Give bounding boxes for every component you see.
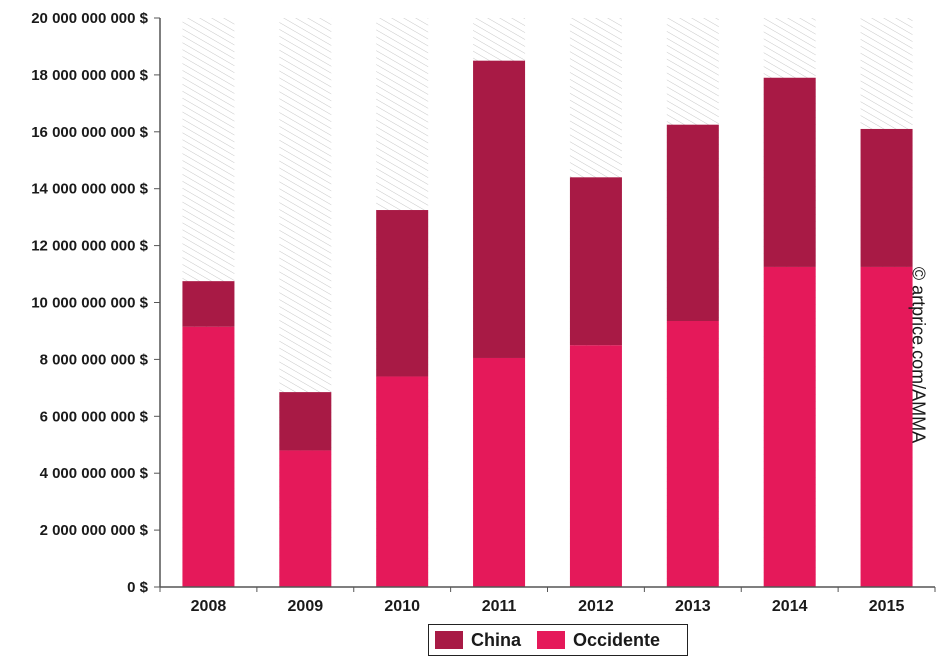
y-tick-label: 10 000 000 000 $ <box>31 295 148 312</box>
legend-label-china: China <box>471 629 522 650</box>
bar-occidente-2009 <box>279 450 332 587</box>
credit-text: © artprice.com/AMMA <box>908 266 929 444</box>
y-tick-label: 8 000 000 000 $ <box>40 351 149 368</box>
legend-item-china: China <box>435 630 521 651</box>
bar-china-2011 <box>473 60 526 358</box>
y-tick-label: 6 000 000 000 $ <box>40 408 149 425</box>
bar-china-2010 <box>376 210 429 377</box>
bar-china-2012 <box>569 177 622 346</box>
legend-swatch-occidente <box>537 631 566 649</box>
bar-china-2009 <box>279 392 332 451</box>
legend-item-occidente: Occidente <box>537 630 660 651</box>
y-tick-label: 18 000 000 000 $ <box>31 67 148 84</box>
legend-swatch-china <box>435 631 463 649</box>
x-tick-label-2009: 2009 <box>288 598 324 615</box>
bar-occidente-2010 <box>376 376 429 587</box>
legend: China Occidente <box>428 624 688 656</box>
x-tick-label-2015: 2015 <box>869 598 905 615</box>
bar-china-2008 <box>182 281 235 327</box>
bar-occidente-2012 <box>569 345 622 587</box>
x-tick-label-2010: 2010 <box>384 598 420 615</box>
x-tick-label-2008: 2008 <box>191 598 227 615</box>
legend-label-occidente: Occidente <box>573 629 661 650</box>
x-tick-label-2013: 2013 <box>675 598 711 615</box>
bar-china-2015 <box>860 128 913 267</box>
bar-occidente-2011 <box>473 357 526 587</box>
x-tick-label-2014: 2014 <box>772 598 808 615</box>
bar-occidente-2015 <box>860 266 913 587</box>
x-tick-label-2011: 2011 <box>482 598 517 615</box>
y-tick-label: 16 000 000 000 $ <box>31 124 148 141</box>
bar-china-2014 <box>763 77 816 267</box>
y-tick-label: 12 000 000 000 $ <box>31 238 148 255</box>
axes-layer <box>154 17 936 592</box>
tick-labels-layer: 2008 2009 2010 2011 2012 2013 2014 2015 0 $ 2 000… <box>31 10 904 615</box>
y-tick-label: 20 000 000 000 $ <box>31 10 148 27</box>
bar-occidente-2014 <box>763 266 816 587</box>
y-tick-label: 2 000 000 000 $ <box>40 522 149 539</box>
bars-layer <box>182 60 913 587</box>
y-tick-label: 0 $ <box>127 579 149 596</box>
bar-china-2013 <box>666 124 719 321</box>
y-tick-label: 14 000 000 000 $ <box>31 181 148 198</box>
bar-occidente-2013 <box>666 320 719 587</box>
y-tick-label: 4 000 000 000 $ <box>40 465 149 482</box>
bar-occidente-2008 <box>182 326 235 587</box>
x-tick-label-2012: 2012 <box>578 598 614 615</box>
